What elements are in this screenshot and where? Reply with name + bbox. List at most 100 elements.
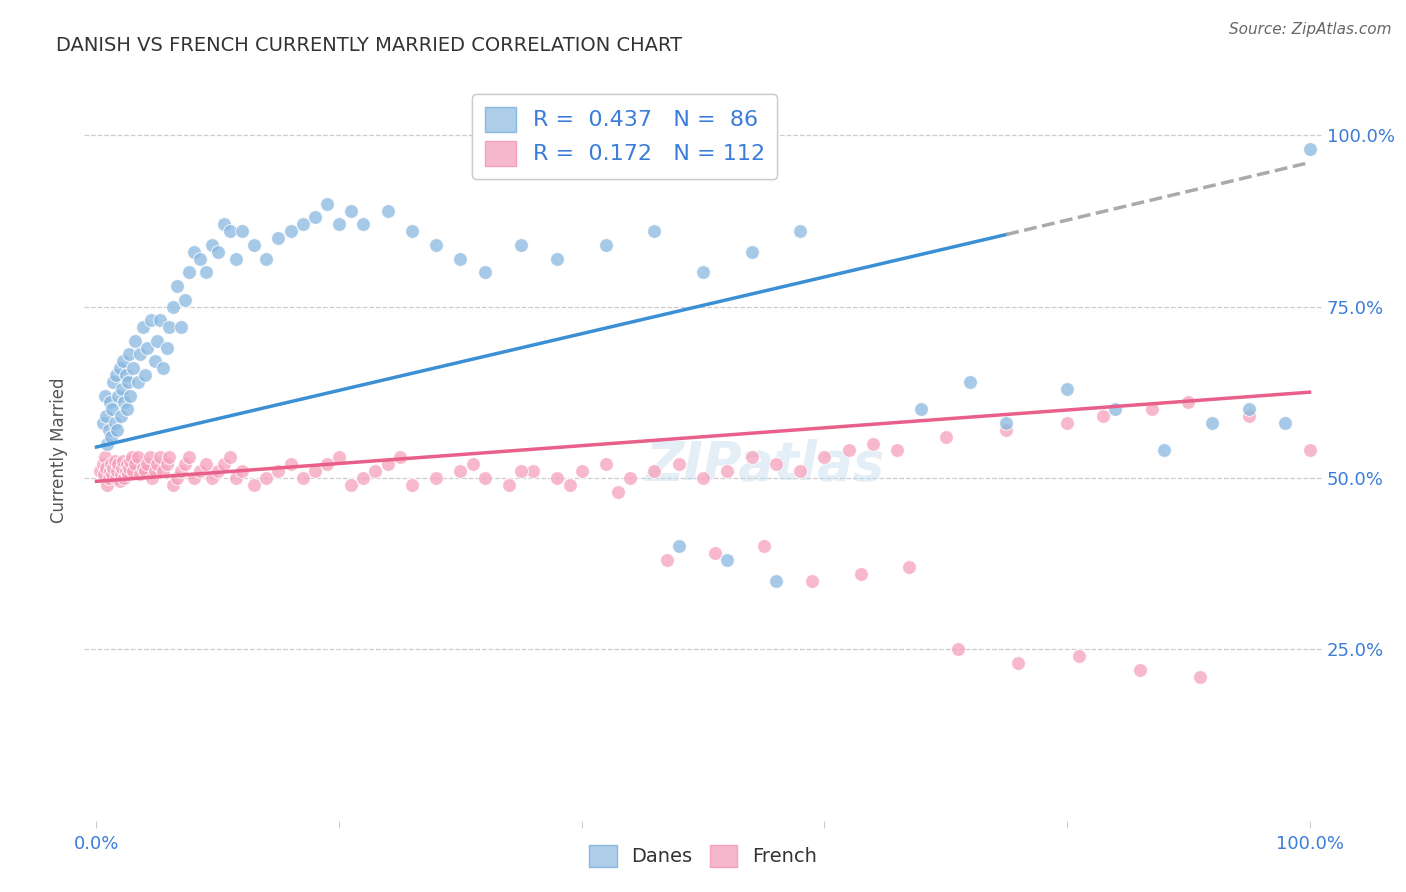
Point — [449, 252, 471, 266]
Point — [813, 450, 835, 465]
Point — [522, 464, 544, 478]
Point — [571, 464, 593, 478]
Point — [910, 402, 932, 417]
Point — [101, 467, 124, 482]
Point — [316, 457, 339, 471]
Point — [188, 252, 211, 266]
Point — [170, 320, 193, 334]
Point — [134, 464, 156, 478]
Point — [607, 484, 630, 499]
Point — [267, 464, 290, 478]
Point — [643, 224, 665, 238]
Point — [146, 334, 169, 348]
Point — [93, 467, 115, 482]
Point — [188, 464, 211, 478]
Point — [143, 464, 166, 478]
Point — [129, 347, 152, 361]
Point — [152, 464, 174, 478]
Point — [108, 475, 131, 489]
Point — [316, 196, 339, 211]
Point — [117, 375, 139, 389]
Point — [959, 375, 981, 389]
Point — [595, 457, 617, 471]
Point — [124, 457, 146, 471]
Point — [212, 217, 235, 231]
Point — [148, 313, 170, 327]
Point — [1189, 670, 1212, 684]
Point — [304, 464, 326, 478]
Point — [304, 211, 326, 225]
Legend: R =  0.437   N =  86, R =  0.172   N = 112: R = 0.437 N = 86, R = 0.172 N = 112 — [472, 95, 778, 178]
Point — [752, 540, 775, 554]
Point — [388, 450, 411, 465]
Point — [174, 457, 197, 471]
Point — [131, 460, 153, 475]
Point — [156, 457, 179, 471]
Point — [94, 450, 117, 465]
Point — [136, 341, 159, 355]
Point — [254, 471, 277, 485]
Point — [111, 460, 134, 475]
Point — [127, 375, 149, 389]
Point — [124, 334, 146, 348]
Point — [254, 252, 277, 266]
Legend: Danes, French: Danes, French — [582, 838, 824, 874]
Point — [1092, 409, 1115, 424]
Point — [377, 457, 399, 471]
Point — [152, 361, 174, 376]
Text: Source: ZipAtlas.com: Source: ZipAtlas.com — [1229, 22, 1392, 37]
Point — [97, 423, 120, 437]
Point — [765, 457, 787, 471]
Point — [328, 217, 350, 231]
Point — [243, 477, 266, 491]
Point — [166, 471, 188, 485]
Point — [143, 354, 166, 368]
Text: ZIPatlas: ZIPatlas — [645, 439, 884, 491]
Point — [107, 389, 129, 403]
Point — [118, 460, 141, 475]
Point — [183, 471, 205, 485]
Point — [157, 320, 180, 334]
Point — [115, 457, 138, 471]
Point — [212, 457, 235, 471]
Point — [104, 368, 127, 382]
Y-axis label: Currently Married: Currently Married — [51, 377, 69, 524]
Point — [162, 300, 184, 314]
Point — [1237, 409, 1260, 424]
Point — [1237, 402, 1260, 417]
Point — [101, 402, 124, 417]
Point — [377, 203, 399, 218]
Point — [995, 423, 1018, 437]
Point — [219, 224, 242, 238]
Point — [91, 457, 114, 471]
Point — [112, 354, 135, 368]
Point — [122, 464, 145, 478]
Point — [121, 450, 143, 465]
Point — [148, 450, 170, 465]
Point — [1201, 416, 1223, 430]
Point — [183, 244, 205, 259]
Point — [96, 477, 118, 491]
Point — [120, 454, 142, 468]
Point — [112, 471, 135, 485]
Point — [461, 457, 484, 471]
Point — [340, 203, 363, 218]
Point — [96, 436, 118, 450]
Point — [177, 265, 200, 279]
Point — [643, 464, 665, 478]
Point — [789, 464, 811, 478]
Point — [789, 224, 811, 238]
Point — [89, 464, 111, 478]
Point — [328, 450, 350, 465]
Point — [546, 471, 568, 485]
Point — [96, 409, 118, 424]
Point — [231, 464, 253, 478]
Point — [104, 416, 127, 430]
Point — [112, 395, 135, 409]
Point — [1153, 443, 1175, 458]
Point — [692, 265, 714, 279]
Point — [741, 244, 763, 259]
Point — [692, 471, 714, 485]
Point — [166, 279, 188, 293]
Point — [194, 265, 217, 279]
